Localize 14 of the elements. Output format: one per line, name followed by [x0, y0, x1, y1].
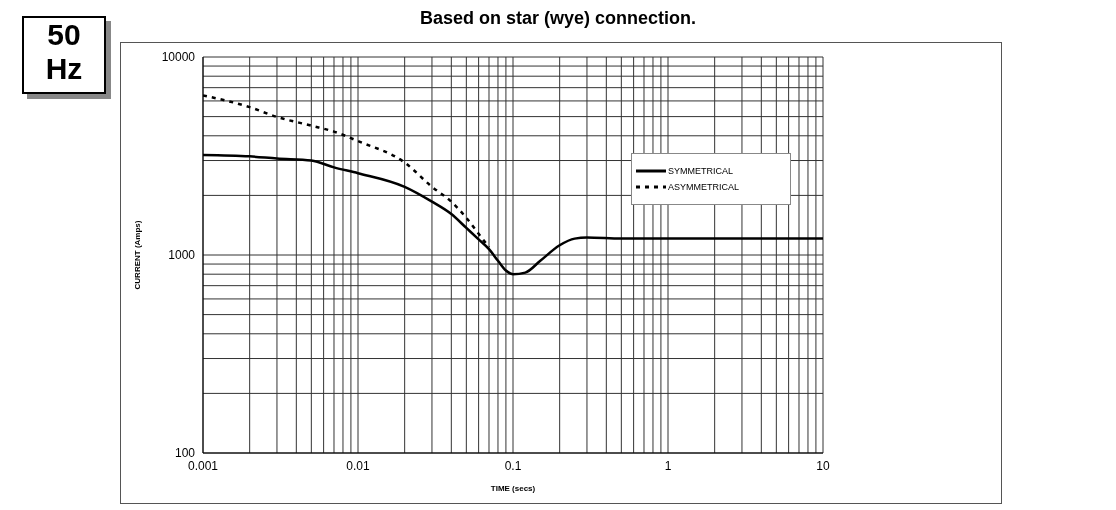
x-tick-label: 1	[664, 458, 672, 473]
chart-title: Based on star (wye) connection.	[419, 8, 697, 28]
legend-label: ASYMMETRICAL	[668, 182, 740, 192]
legend-label: SYMMETRICAL	[668, 166, 734, 176]
y-tick-label: 100	[174, 446, 196, 461]
y-tick-label: 10000	[161, 50, 196, 65]
x-tick-label: 0.01	[346, 458, 370, 473]
y-axis-title: CURRENT (Amps)	[132, 220, 142, 290]
x-tick-label: 0.1	[504, 458, 522, 473]
text: 50 Hz	[22, 16, 106, 94]
y-tick-label: 1000	[168, 248, 196, 263]
x-tick-label: 0.001	[187, 458, 219, 473]
x-axis-title: TIME (secs)	[490, 484, 536, 493]
x-tick-label: 10	[816, 458, 830, 473]
